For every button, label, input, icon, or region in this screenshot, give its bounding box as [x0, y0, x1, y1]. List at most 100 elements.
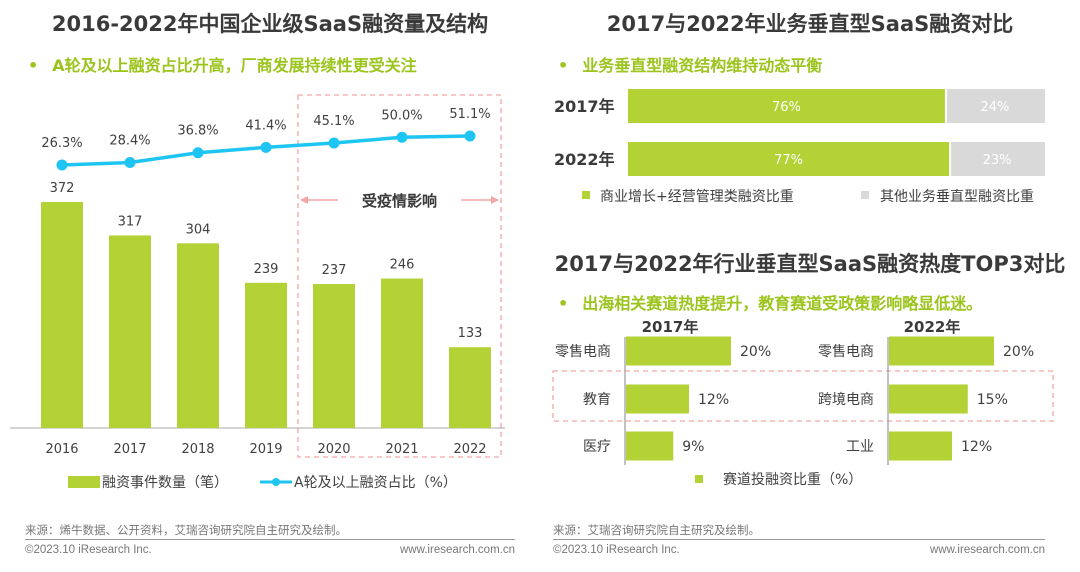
right-top-title: 2017与2022年业务垂直型SaaS融资对比 [606, 12, 1014, 36]
highlight-box-row-2 [552, 370, 1054, 422]
x-tick-label: 2021 [385, 442, 418, 457]
row-label: 2022年 [554, 150, 615, 169]
right-footer-divider [553, 539, 1045, 540]
line-value-label: 36.8% [177, 124, 218, 139]
bar-2016 [41, 202, 83, 428]
bar-value-label: 20% [740, 344, 771, 360]
left-footer-divider [25, 539, 515, 540]
bar-value-label: 12% [698, 392, 729, 408]
line-value-label: 28.4% [109, 134, 150, 149]
category-label: 工业 [846, 439, 874, 455]
stack-segment-main [628, 142, 950, 176]
stack-value-label: 77% [774, 153, 803, 168]
legend-label-line: A轮及以上融资占比（%） [294, 475, 457, 491]
x-tick-label: 2018 [181, 442, 214, 457]
bar-value-label: 239 [254, 262, 279, 277]
bar-2021 [381, 278, 423, 428]
stack-segment-other [951, 142, 1045, 176]
x-tick-label: 2020 [317, 442, 350, 457]
bar-value-label: 15% [977, 392, 1008, 408]
right-bottom-title: 2017与2022年行业垂直型SaaS融资热度TOP3对比 [554, 252, 1066, 276]
bar-2017 [109, 235, 151, 428]
bar-零售电商 [889, 336, 994, 366]
bar-value-label: 20% [1003, 344, 1034, 360]
bar-跨境电商 [889, 384, 968, 414]
category-label: 零售电商 [555, 344, 611, 360]
bar-2018 [177, 243, 219, 428]
category-label: 医疗 [583, 439, 611, 455]
right-top-subtitle: • 业务垂直型融资结构维持动态平衡 [558, 52, 822, 76]
left-website-link[interactable]: www.iresearch.com.cn [399, 544, 515, 556]
x-tick-label: 2017 [113, 442, 146, 457]
bar-value-label: 12% [961, 439, 992, 455]
stack-segment-main [628, 89, 945, 123]
bar-工业 [889, 431, 952, 461]
stack-value-label: 23% [983, 153, 1012, 168]
line-value-label: 50.0% [381, 108, 422, 123]
bullet-icon: • [558, 294, 569, 313]
x-tick-label: 2019 [249, 442, 282, 457]
bar-value-label: 9% [682, 439, 704, 455]
legend-marker-icon [272, 478, 280, 486]
bar-2019 [245, 282, 287, 428]
category-label: 教育 [583, 392, 611, 408]
covid-highlight-box [297, 94, 502, 458]
bar-value-label: 246 [390, 258, 415, 273]
line-point-2019 [260, 141, 272, 153]
bar-value-label: 304 [186, 222, 211, 237]
left-chart-title: 2016-2022年中国企业级SaaS融资量及结构 [51, 12, 489, 36]
line-point-2016 [56, 159, 68, 171]
left-combo-chart: 受疫情影响 372 2016 317 2017 304 2018 239 2019 237 2020… [10, 94, 505, 491]
right-bottom-subtitle-text: 出海相关赛道热度提升，教育赛道受政策影响略显低迷。 [582, 294, 983, 313]
line-point-2022 [464, 130, 476, 142]
right-bottom-subtitle: • 出海相关赛道热度提升，教育赛道受政策影响略显低迷。 [558, 290, 982, 314]
left-subtitle-text: A轮及以上融资占比升高，厂商发展持续性更受关注 [52, 56, 417, 75]
panel-year-header: 2022年 [904, 318, 961, 336]
stack-segment-other [946, 89, 1045, 123]
category-label: 零售电商 [818, 344, 874, 360]
right-copyright: ©2023.10 iResearch Inc. [553, 544, 680, 556]
legend-label-bar: 融资事件数量（笔） [102, 475, 228, 491]
bullet-icon: • [558, 56, 569, 75]
bar-零售电商 [626, 336, 731, 366]
line-value-label: 45.1% [313, 114, 354, 129]
bullet-icon: • [28, 56, 39, 75]
x-tick-label: 2022 [453, 442, 486, 457]
bar-value-label: 133 [458, 326, 483, 341]
right-source-note: 来源：艾瑞咨询研究院自主研究及绘制。 [553, 523, 760, 537]
bar-教育 [626, 384, 689, 414]
line-point-2021 [396, 131, 408, 143]
legend-label-other: 其他业务垂直型融资比重 [880, 188, 1034, 205]
panel-year-header: 2017年 [642, 318, 699, 336]
row-label: 2017年 [554, 97, 615, 116]
right-website-link[interactable]: www.iresearch.com.cn [929, 544, 1045, 556]
stack-value-label: 24% [981, 100, 1010, 115]
legend-swatch-main [582, 191, 590, 199]
arrow-left-icon [300, 196, 308, 204]
line-point-2017 [124, 157, 136, 169]
bar-医疗 [626, 431, 674, 461]
x-tick-label: 2016 [45, 442, 78, 457]
left-copyright: ©2023.10 iResearch Inc. [25, 544, 152, 556]
right-top-subtitle-text: 业务垂直型融资结构维持动态平衡 [582, 56, 823, 75]
legend-swatch-bar [68, 476, 100, 488]
legend-label-main: 商业增长+经营管理类融资比重 [600, 189, 794, 205]
left-chart-subtitle: • A轮及以上融资占比升高，厂商发展持续性更受关注 [28, 52, 417, 76]
bar-2022 [449, 347, 491, 428]
line-point-2020 [328, 137, 340, 149]
category-label: 跨境电商 [818, 392, 874, 408]
bar-value-label: 237 [322, 263, 347, 278]
line-value-label: 51.1% [449, 107, 490, 122]
legend-label: 赛道投融资比重（%） [723, 472, 862, 488]
legend-swatch-other [861, 191, 869, 199]
bar-value-label: 317 [118, 214, 143, 229]
covid-annotation-label: 受疫情影响 [362, 192, 437, 210]
left-source-note: 来源：烯牛数据、公开资料，艾瑞咨询研究院自主研究及绘制。 [25, 523, 347, 537]
line-value-label: 41.4% [245, 118, 286, 133]
legend-swatch [695, 475, 703, 483]
business-vertical-stacked-chart: 2017年 76% 24% 2022年 77% 23% 商业增长+经营管理类融资比重 其他业务… [554, 89, 1045, 205]
bar-2020 [313, 284, 355, 428]
line-point-2018 [192, 147, 204, 159]
arrow-right-icon [491, 196, 499, 204]
